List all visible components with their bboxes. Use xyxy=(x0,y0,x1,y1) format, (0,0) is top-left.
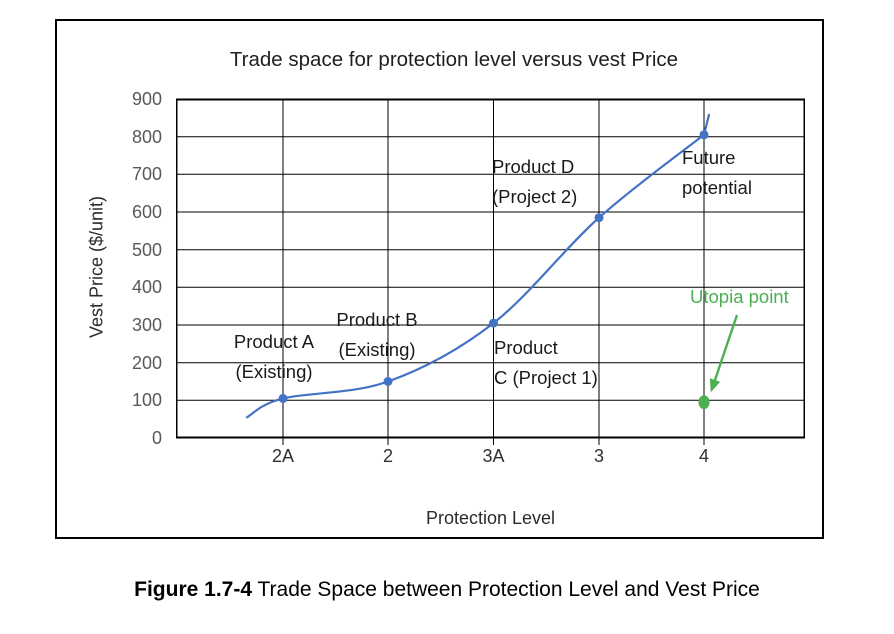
annotation-line: Future xyxy=(682,147,736,168)
x-axis-title: Protection Level xyxy=(425,508,556,528)
annotation-line: (Existing) xyxy=(235,361,313,382)
annotation-line: (Existing) xyxy=(338,339,416,360)
utopia-arrowhead xyxy=(709,378,721,393)
annotation-product-a: Product A (Existing) xyxy=(234,327,314,387)
x-tick-label: 3 xyxy=(593,446,604,466)
data-point-marker xyxy=(699,130,709,140)
y-tick-label: 300 xyxy=(131,315,162,335)
y-tick-label: 700 xyxy=(131,164,162,185)
x-tick-label: 4 xyxy=(698,446,709,466)
y-tick-label: 800 xyxy=(131,126,162,147)
annotation-line: potential xyxy=(682,177,752,198)
y-tick-label: 100 xyxy=(131,390,162,411)
chart-svg xyxy=(176,98,805,445)
annotation-product-c: Product C (Project 1) xyxy=(494,333,598,393)
x-tick-label: 2 xyxy=(382,446,393,466)
annotation-line: Product xyxy=(494,337,558,358)
plot-area: 0 100 200 300 400 500 600 700 800 900 2A 2 3A 3 4 Produ… xyxy=(132,89,805,466)
utopia-arrow-line xyxy=(713,314,739,381)
data-point-marker xyxy=(489,318,498,328)
annotation-line: Utopia point xyxy=(690,286,789,307)
caption-text: Trade Space between Protection Level and… xyxy=(252,578,760,601)
y-tick-label: 600 xyxy=(131,202,162,222)
annotation-line: (Project 2) xyxy=(492,186,578,207)
annotation-future-potential: Future potential xyxy=(682,143,752,203)
x-tick-label: 3A xyxy=(482,446,505,466)
y-tick-label: 0 xyxy=(151,428,162,448)
y-tick-label: 900 xyxy=(131,89,162,109)
y-tick-label: 500 xyxy=(131,239,162,260)
figure-box: Trade space for protection level versus … xyxy=(55,19,824,539)
annotation-line: Product D xyxy=(492,156,575,177)
data-point-marker xyxy=(594,213,604,223)
caption-label: Figure 1.7-4 xyxy=(134,578,253,601)
trend-curve xyxy=(245,113,711,419)
x-tick-label: 2A xyxy=(271,446,295,466)
annotation-product-b: Product B (Existing) xyxy=(336,305,417,365)
annotation-product-d: Product D (Project 2) xyxy=(492,152,577,212)
utopia-point-marker xyxy=(698,395,710,410)
plot-border xyxy=(176,99,805,438)
annotation-line: Product A xyxy=(233,331,315,352)
figure-caption: Figure 1.7-4 Trade Space between Protect… xyxy=(0,578,894,602)
data-point-marker xyxy=(383,377,393,386)
y-axis-title: Vest Price ($/unit) xyxy=(86,195,107,339)
chart-title: Trade space for protection level versus … xyxy=(229,48,679,71)
annotation-utopia-label: Utopia point xyxy=(690,282,789,312)
annotation-line: C (Project 1) xyxy=(494,367,598,388)
y-tick-label: 200 xyxy=(131,352,162,373)
annotation-line: Product B xyxy=(336,309,418,330)
y-tick-label: 400 xyxy=(131,277,162,298)
data-point-marker xyxy=(278,393,288,403)
